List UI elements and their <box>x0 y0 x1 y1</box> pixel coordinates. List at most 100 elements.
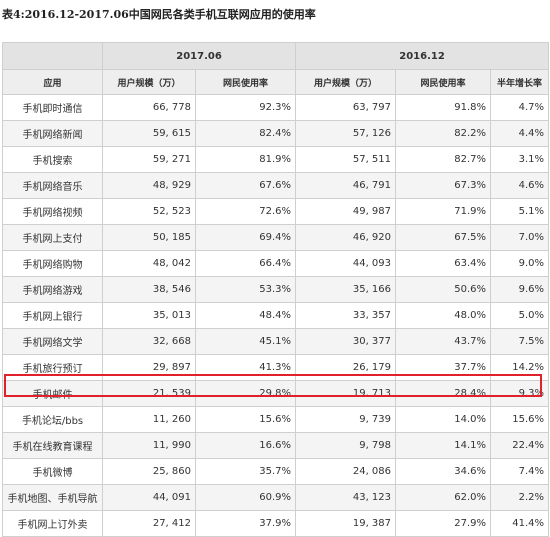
value-cell: 4.6% <box>490 172 550 199</box>
usage-table: 2017.06 2016.12 应用 用户规模（万） 网民使用率 用户规模（万）… <box>2 42 550 537</box>
value-cell: 44, 093 <box>295 250 397 277</box>
value-cell: 19, 713 <box>295 380 397 407</box>
col-header-rate-2016: 网民使用率 <box>395 69 492 95</box>
value-cell: 46, 791 <box>295 172 397 199</box>
table-row: 手机论坛/bbs 11, 260 15.6% 9, 739 14.0% 15.6% <box>2 406 550 433</box>
value-cell: 43, 123 <box>295 484 397 511</box>
value-cell: 67.6% <box>194 172 297 199</box>
value-cell: 4.7% <box>490 94 550 121</box>
value-cell: 3.1% <box>490 146 550 173</box>
value-cell: 91.8% <box>395 94 492 121</box>
table-row: 手机网络购物 48, 042 66.4% 44, 093 63.4% 9.0% <box>2 250 550 277</box>
value-cell: 41.3% <box>194 354 297 381</box>
value-cell: 67.3% <box>395 172 492 199</box>
value-cell: 49, 987 <box>295 198 397 225</box>
value-cell: 69.4% <box>194 224 297 251</box>
value-cell: 35.7% <box>194 458 297 485</box>
value-cell: 15.6% <box>490 406 550 433</box>
app-name-cell: 手机网络游戏 <box>2 276 103 303</box>
table-row: 手机网络新闻 59, 615 82.4% 57, 126 82.2% 4.4% <box>2 120 550 147</box>
table-row: 手机网上银行 35, 013 48.4% 33, 357 48.0% 5.0% <box>2 302 550 329</box>
value-cell: 19, 387 <box>295 510 397 537</box>
period-header-2017: 2017.06 <box>101 42 297 70</box>
table-row: 手机地图、手机导航 44, 091 60.9% 43, 123 62.0% 2.2% <box>2 484 550 511</box>
value-cell: 44, 091 <box>102 484 196 511</box>
value-cell: 16.6% <box>194 432 297 459</box>
value-cell: 41.4% <box>490 510 550 537</box>
value-cell: 33, 357 <box>295 302 397 329</box>
value-cell: 9, 798 <box>295 432 397 459</box>
table-caption: 表4:2016.12-2017.06中国网民各类手机互联网应用的使用率 <box>2 8 316 21</box>
value-cell: 50, 185 <box>102 224 196 251</box>
table-row: 手机网络视频 52, 523 72.6% 49, 987 71.9% 5.1% <box>2 198 550 225</box>
value-cell: 45.1% <box>194 328 297 355</box>
value-cell: 24, 086 <box>295 458 397 485</box>
value-cell: 60.9% <box>194 484 297 511</box>
value-cell: 34.6% <box>395 458 492 485</box>
app-name-cell: 手机网上银行 <box>2 302 103 329</box>
col-header-app: 应用 <box>2 69 103 95</box>
value-cell: 48.4% <box>194 302 297 329</box>
app-name-cell: 手机邮件 <box>2 380 103 407</box>
value-cell: 15.6% <box>194 406 297 433</box>
value-cell: 63.4% <box>395 250 492 277</box>
app-name-cell: 手机地图、手机导航 <box>2 484 103 511</box>
value-cell: 37.9% <box>194 510 297 537</box>
app-name-cell: 手机网上支付 <box>2 224 103 251</box>
app-name-cell: 手机即时通信 <box>2 94 103 121</box>
value-cell: 25, 860 <box>102 458 196 485</box>
table-row: 手机网上订外卖 27, 412 37.9% 19, 387 27.9% 41.4% <box>2 510 550 537</box>
value-cell: 14.1% <box>395 432 492 459</box>
value-cell: 7.4% <box>490 458 550 485</box>
value-cell: 4.4% <box>490 120 550 147</box>
value-cell: 27, 412 <box>102 510 196 537</box>
table-row: 手机网上支付 50, 185 69.4% 46, 920 67.5% 7.0% <box>2 224 550 251</box>
value-cell: 37.7% <box>395 354 492 381</box>
value-cell: 22.4% <box>490 432 550 459</box>
table-row: 手机网络文学 32, 668 45.1% 30, 377 43.7% 7.5% <box>2 328 550 355</box>
value-cell: 29.8% <box>194 380 297 407</box>
app-name-cell: 手机网络购物 <box>2 250 103 277</box>
value-cell: 30, 377 <box>295 328 397 355</box>
value-cell: 52, 523 <box>102 198 196 225</box>
value-cell: 7.5% <box>490 328 550 355</box>
app-name-cell: 手机网络音乐 <box>2 172 103 199</box>
value-cell: 21, 539 <box>102 380 196 407</box>
value-cell: 48, 929 <box>102 172 196 199</box>
value-cell: 92.3% <box>194 94 297 121</box>
value-cell: 5.0% <box>490 302 550 329</box>
value-cell: 32, 668 <box>102 328 196 355</box>
value-cell: 82.2% <box>395 120 492 147</box>
value-cell: 71.9% <box>395 198 492 225</box>
value-cell: 81.9% <box>194 146 297 173</box>
table-row: 手机即时通信 66, 778 92.3% 63, 797 91.8% 4.7% <box>2 94 550 121</box>
table-row: 手机旅行预订 29, 897 41.3% 26, 179 37.7% 14.2% <box>2 354 550 381</box>
value-cell: 46, 920 <box>295 224 397 251</box>
table-row: 手机网络音乐 48, 929 67.6% 46, 791 67.3% 4.6% <box>2 172 550 199</box>
col-header-growth: 半年增长率 <box>490 69 550 95</box>
app-name-cell: 手机微博 <box>2 458 103 485</box>
table-body: 手机即时通信 66, 778 92.3% 63, 797 91.8% 4.7% 手机网络新闻… <box>2 94 550 537</box>
value-cell: 5.1% <box>490 198 550 225</box>
value-cell: 82.7% <box>395 146 492 173</box>
value-cell: 57, 511 <box>295 146 397 173</box>
table-row: 手机微博 25, 860 35.7% 24, 086 34.6% 7.4% <box>2 458 550 485</box>
table-row: 手机网络游戏 38, 546 53.3% 35, 166 50.6% 9.6% <box>2 276 550 303</box>
app-name-cell: 手机网络视频 <box>2 198 103 225</box>
value-cell: 62.0% <box>395 484 492 511</box>
value-cell: 14.2% <box>490 354 550 381</box>
app-name-cell: 手机网络文学 <box>2 328 103 355</box>
table-row: 手机邮件 21, 539 29.8% 19, 713 28.4% 9.3% <box>2 380 550 407</box>
column-header-row: 应用 用户规模（万） 网民使用率 用户规模（万） 网民使用率 半年增长率 <box>2 69 550 95</box>
value-cell: 7.0% <box>490 224 550 251</box>
value-cell: 29, 897 <box>102 354 196 381</box>
value-cell: 43.7% <box>395 328 492 355</box>
value-cell: 48, 042 <box>102 250 196 277</box>
value-cell: 38, 546 <box>102 276 196 303</box>
col-header-users-2016: 用户规模（万） <box>295 69 397 95</box>
value-cell: 50.6% <box>395 276 492 303</box>
value-cell: 53.3% <box>194 276 297 303</box>
period-header-row: 2017.06 2016.12 <box>2 42 550 70</box>
value-cell: 48.0% <box>395 302 492 329</box>
value-cell: 82.4% <box>194 120 297 147</box>
